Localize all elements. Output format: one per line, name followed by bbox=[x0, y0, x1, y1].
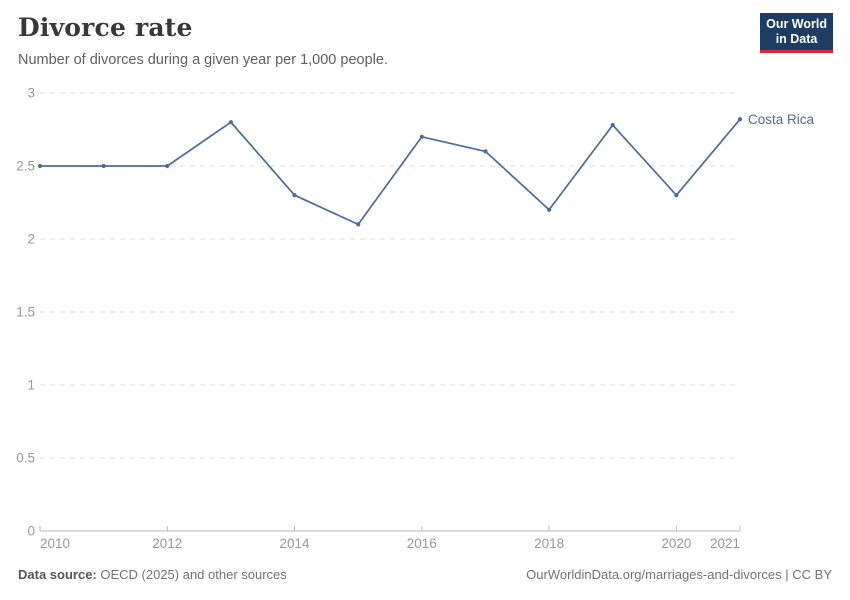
data-point bbox=[674, 193, 679, 198]
data-point bbox=[292, 193, 297, 198]
data-point bbox=[356, 222, 361, 227]
page-subtitle: Number of divorces during a given year p… bbox=[18, 52, 388, 68]
data-point bbox=[419, 134, 424, 139]
page-title: Divorce rate bbox=[18, 13, 193, 42]
x-tick-label: 2020 bbox=[661, 536, 691, 551]
footer-datasource-label: Data source: bbox=[18, 567, 97, 582]
owid-logo: Our World in Data bbox=[760, 13, 833, 53]
y-tick-label: 2 bbox=[27, 232, 35, 247]
x-tick-label: 2012 bbox=[152, 536, 182, 551]
owid-logo-line1: Our World bbox=[766, 17, 827, 31]
data-point bbox=[610, 123, 615, 128]
chart-footer: Data source: OECD (2025) and other sourc… bbox=[18, 567, 832, 582]
x-tick-label: 2021 bbox=[710, 536, 740, 551]
y-tick-label: 3 bbox=[27, 86, 35, 101]
x-tick-label: 2018 bbox=[534, 536, 564, 551]
y-tick-label: 0 bbox=[27, 524, 35, 539]
x-tick-label: 2010 bbox=[40, 536, 70, 551]
y-tick-label: 1.5 bbox=[16, 305, 35, 320]
x-tick-label: 2016 bbox=[407, 536, 437, 551]
data-point bbox=[165, 163, 170, 169]
data-line bbox=[39, 118, 741, 226]
y-tick-label: 1 bbox=[27, 378, 35, 393]
data-point bbox=[37, 163, 43, 169]
data-point bbox=[546, 207, 552, 212]
data-point bbox=[483, 149, 488, 154]
data-point bbox=[101, 163, 106, 169]
y-tick-label: 2.5 bbox=[16, 159, 35, 174]
footer-datasource: Data source: OECD (2025) and other sourc… bbox=[18, 567, 287, 582]
series-end-label: Costa Rica bbox=[748, 112, 815, 127]
footer-citation: OurWorldinData.org/marriages-and-divorce… bbox=[526, 567, 832, 582]
y-tick-label: 0.5 bbox=[16, 451, 35, 466]
data-point bbox=[737, 117, 743, 122]
data-point bbox=[228, 120, 234, 125]
footer-datasource-text: OECD (2025) and other sources bbox=[96, 567, 287, 582]
x-tick-label: 2014 bbox=[280, 536, 311, 551]
owid-logo-line2: in Data bbox=[775, 31, 818, 46]
